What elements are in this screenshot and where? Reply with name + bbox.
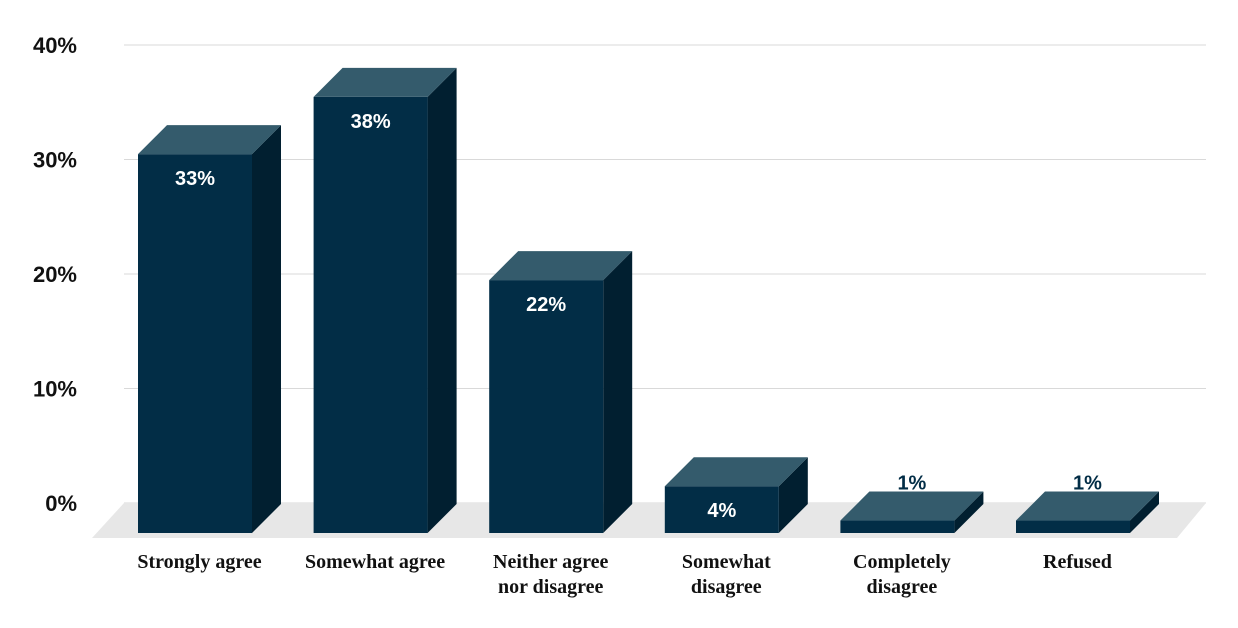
y-tick-label: 30% xyxy=(33,148,77,173)
x-axis: Strongly agree Somewhat agree Neither agre… xyxy=(137,551,1112,598)
y-axis: 0% 10% 20% 30% 40% xyxy=(33,33,77,516)
x-tick-label: Somewhat agree xyxy=(305,551,445,573)
x-tick-label: Neither agree nor disagree xyxy=(493,551,608,598)
bar-front xyxy=(138,154,252,533)
bar-side xyxy=(603,251,633,533)
x-tick-label-line: Somewhat agree xyxy=(305,551,445,573)
bar: 1% xyxy=(840,473,984,533)
y-tick-label: 20% xyxy=(33,262,77,287)
data-label: 1% xyxy=(897,473,926,495)
bar: 22% xyxy=(489,251,633,533)
data-label: 38% xyxy=(351,111,391,133)
bar-front xyxy=(840,520,955,533)
x-tick-label-line: disagree xyxy=(867,576,938,598)
x-tick-label: Somewhat disagree xyxy=(682,551,771,598)
x-tick-label: Strongly agree xyxy=(137,551,261,573)
gridlines xyxy=(124,44,1206,504)
bar-top xyxy=(313,67,457,97)
bar: 38% xyxy=(313,67,457,534)
bar-top xyxy=(840,491,984,521)
x-tick-label-line: nor disagree xyxy=(498,576,603,598)
data-label: 1% xyxy=(1073,473,1102,495)
y-tick-label: 40% xyxy=(33,33,77,58)
x-tick-label-line: Neither agree xyxy=(493,551,608,573)
bar-front xyxy=(664,486,779,533)
bar: 4% xyxy=(664,457,808,533)
y-tick-label: 0% xyxy=(45,491,77,516)
bar-side xyxy=(1130,491,1159,533)
bar-front xyxy=(1016,520,1130,533)
x-tick-label-line: disagree xyxy=(691,576,762,598)
bar-top xyxy=(138,125,281,155)
bar: 1% xyxy=(1016,473,1159,533)
data-label: 33% xyxy=(175,168,215,190)
bar-side xyxy=(252,125,281,534)
data-label: 22% xyxy=(526,294,566,316)
bar-top xyxy=(664,457,808,487)
bar-top xyxy=(1016,491,1159,521)
bar-top xyxy=(489,251,633,281)
bar-front xyxy=(313,96,428,534)
x-tick-label: Refused xyxy=(1043,551,1112,573)
bar-side xyxy=(778,457,808,533)
bar-side xyxy=(427,67,457,534)
bar-side xyxy=(954,491,984,533)
x-tick-label-line: Refused xyxy=(1043,551,1112,573)
data-label: 4% xyxy=(707,500,736,522)
bar: 33% xyxy=(138,125,281,534)
x-tick-label-line: Strongly agree xyxy=(137,551,261,573)
bars: 33% 38% 22% 4% 1% 1% xyxy=(138,67,1159,534)
bar-front xyxy=(489,280,604,533)
y-tick-label: 10% xyxy=(33,377,77,402)
x-tick-label: Completely disagree xyxy=(853,551,951,598)
x-tick-label-line: Somewhat xyxy=(682,551,771,573)
x-tick-label-line: Completely xyxy=(853,551,951,573)
